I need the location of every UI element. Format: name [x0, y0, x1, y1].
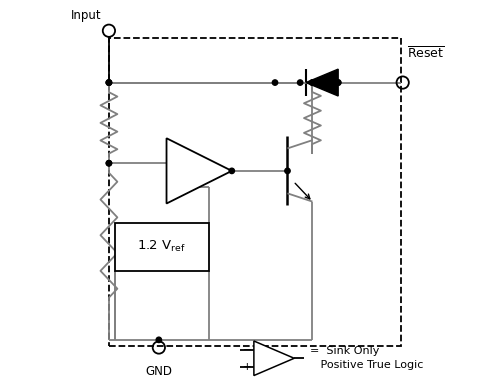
Circle shape — [309, 80, 315, 85]
Circle shape — [335, 80, 340, 85]
Circle shape — [156, 337, 161, 343]
Circle shape — [106, 161, 111, 166]
Circle shape — [228, 168, 234, 174]
Circle shape — [272, 80, 277, 85]
Polygon shape — [166, 138, 231, 204]
Text: 1.2 V$_{\mathregular{ref}}$: 1.2 V$_{\mathregular{ref}}$ — [137, 239, 186, 254]
Circle shape — [335, 80, 340, 85]
Text: $\it{f}$: $\it{f}$ — [189, 169, 197, 181]
Bar — [109, 38, 400, 346]
Circle shape — [106, 80, 111, 85]
Circle shape — [309, 80, 315, 85]
Circle shape — [297, 80, 302, 85]
Text: +: + — [242, 362, 252, 372]
Text: $\it{f}$: $\it{f}$ — [267, 355, 273, 366]
Circle shape — [106, 80, 111, 85]
Text: −: − — [171, 147, 180, 157]
Text: −: − — [242, 344, 252, 355]
Text: GND: GND — [145, 365, 172, 378]
Polygon shape — [305, 69, 338, 96]
Text: $\overline{\mathrm{Reset}}$: $\overline{\mathrm{Reset}}$ — [406, 46, 443, 61]
Circle shape — [106, 80, 111, 85]
Polygon shape — [254, 341, 294, 376]
Circle shape — [106, 161, 111, 166]
Bar — [114, 223, 208, 271]
Text: Positive True Logic: Positive True Logic — [309, 360, 422, 370]
Text: Input: Input — [71, 9, 101, 22]
Text: =  Sink Only: = Sink Only — [309, 346, 378, 356]
Text: +: + — [171, 182, 180, 192]
Circle shape — [284, 168, 290, 174]
